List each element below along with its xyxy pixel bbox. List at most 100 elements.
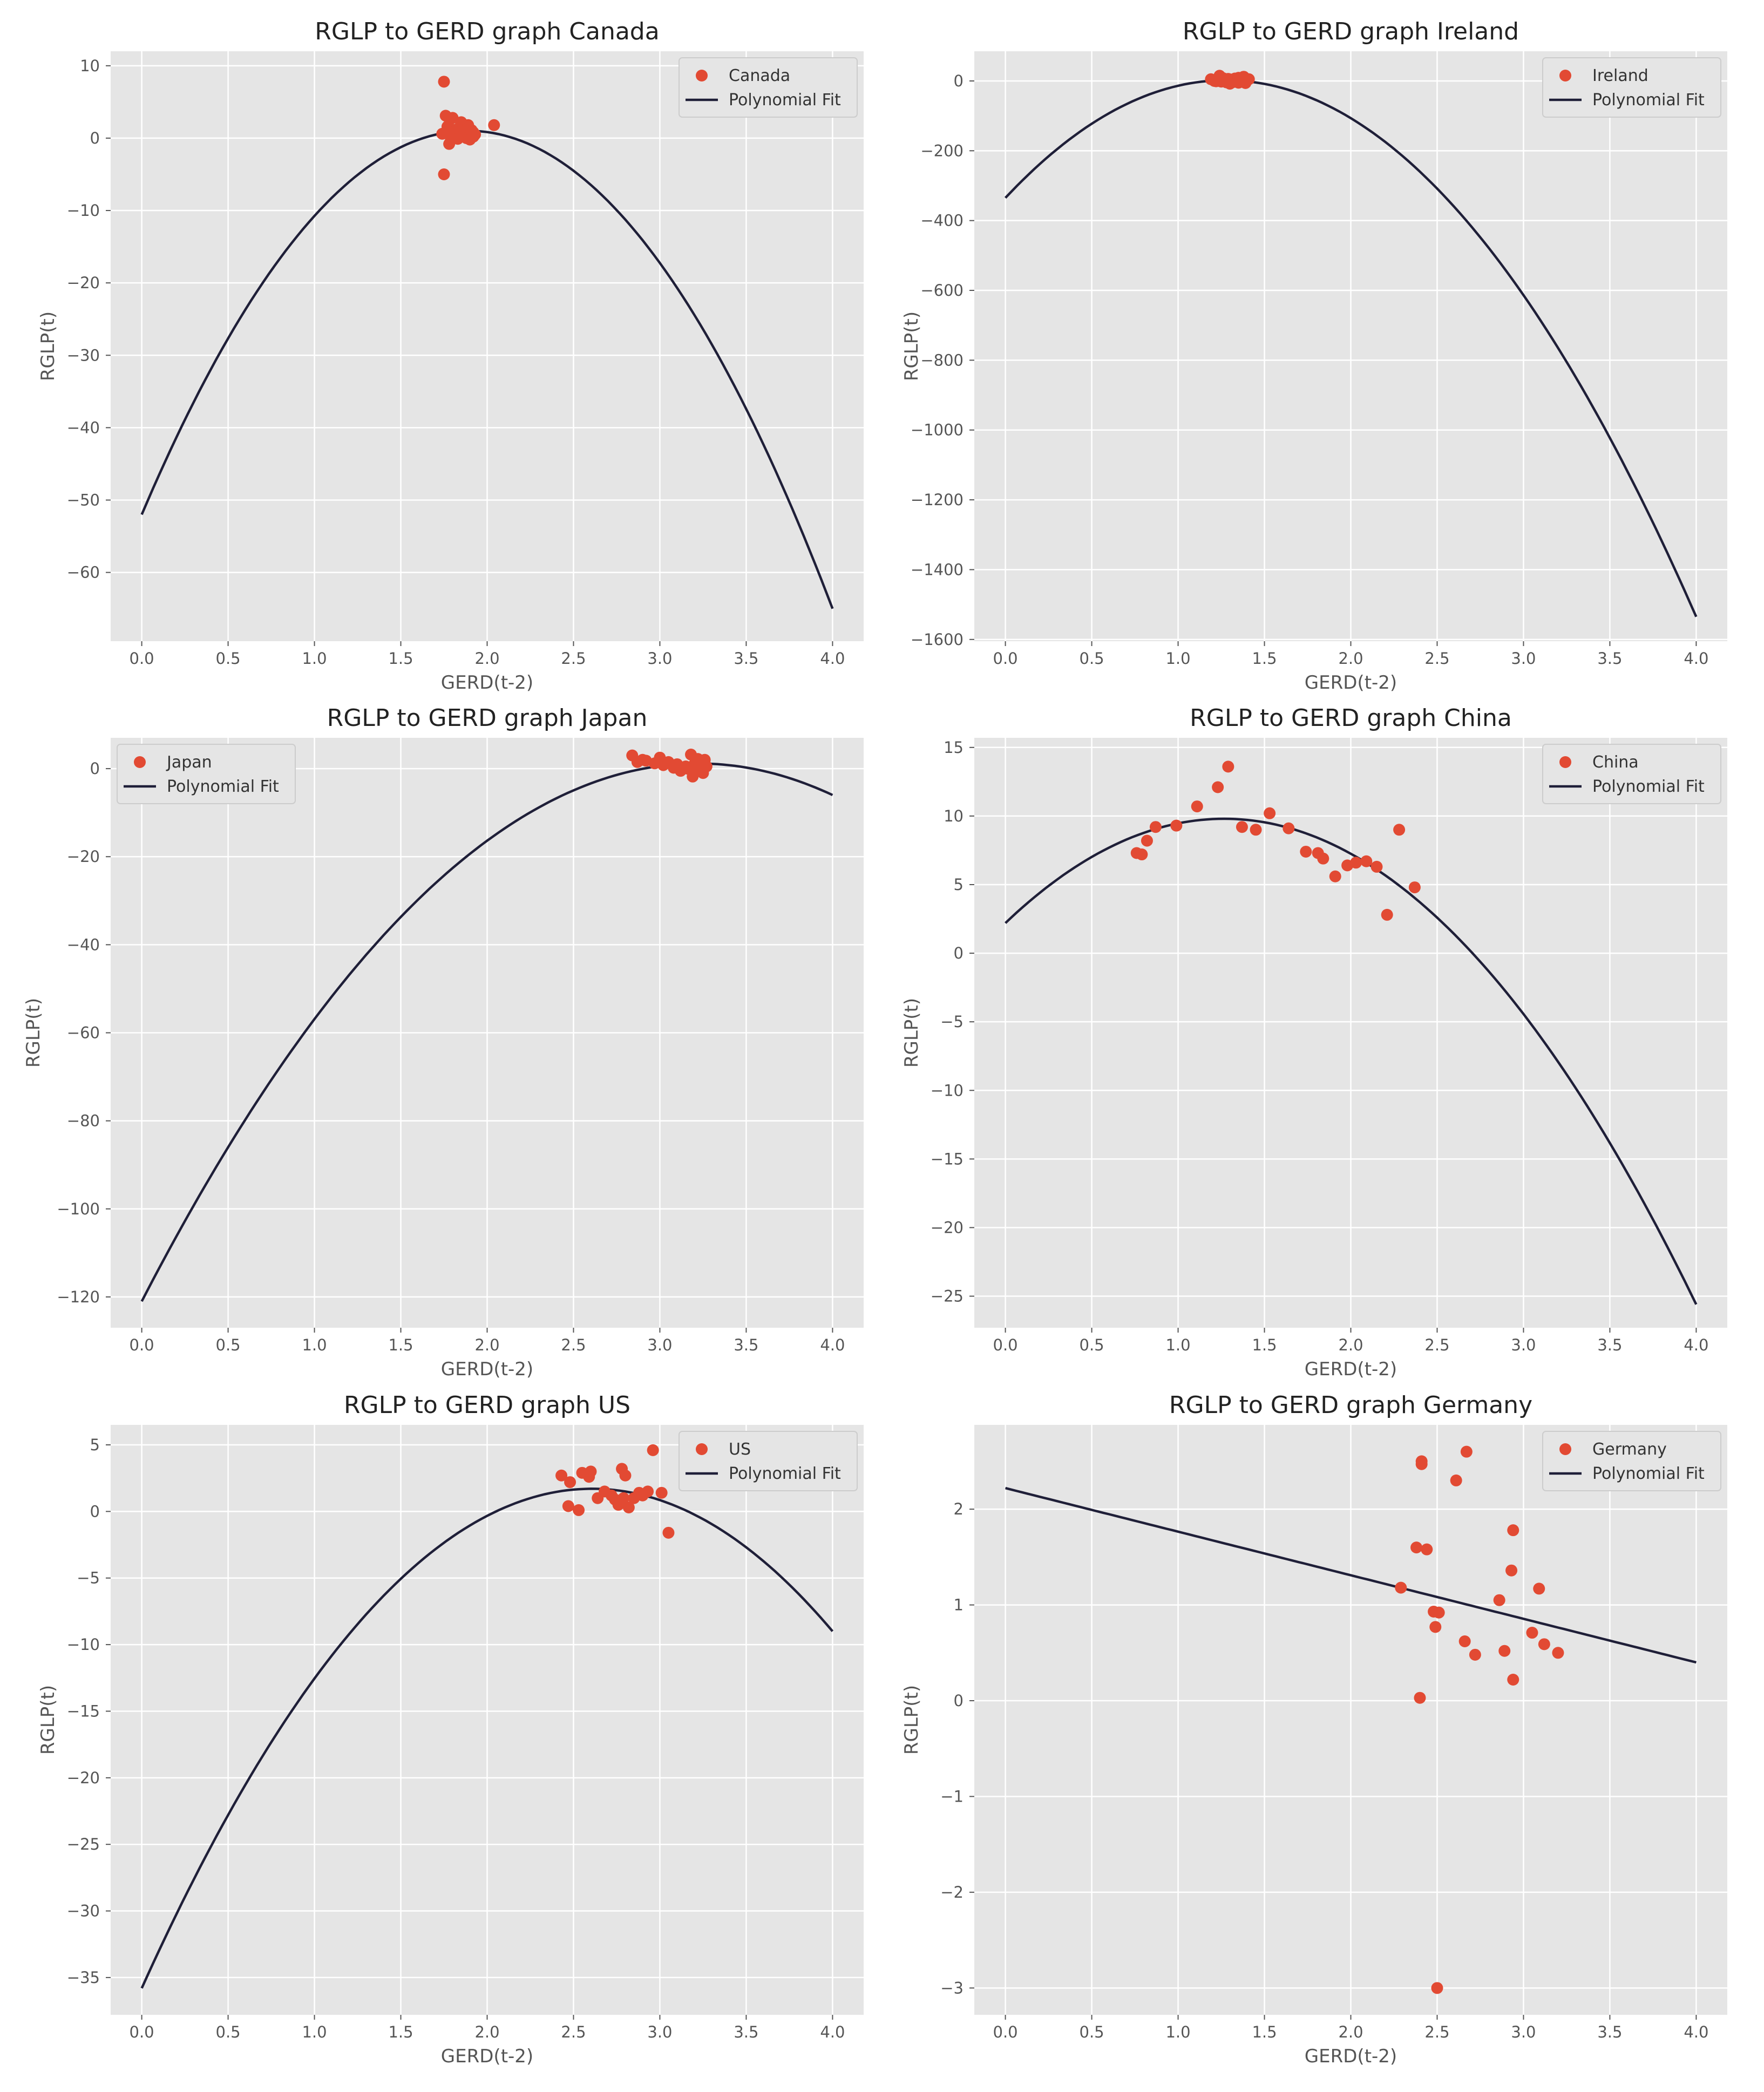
data-point (642, 1485, 654, 1498)
y-tick-label: −20 (67, 847, 100, 866)
y-tick-label: −20 (67, 274, 100, 292)
y-tick-label: −35 (67, 1968, 100, 1987)
data-point (438, 76, 450, 88)
y-axis-label: RGLP(t) (37, 1685, 59, 1755)
legend-label-scatter: US (729, 1440, 751, 1459)
legend-marker-scatter (1559, 70, 1571, 81)
y-tick-label: −15 (931, 1150, 964, 1168)
data-point (1429, 1621, 1442, 1633)
chart-title: RGLP to GERD graph US (344, 1391, 630, 1419)
data-point (1393, 824, 1406, 836)
x-tick-label: 2.5 (561, 649, 586, 668)
data-point (555, 1469, 568, 1482)
y-tick-label: 0 (954, 944, 964, 962)
y-tick-label: −60 (67, 1024, 100, 1042)
data-point (1526, 1627, 1538, 1639)
x-tick-label: 4.0 (1684, 2023, 1708, 2041)
data-point (436, 127, 449, 140)
y-tick-label: −15 (67, 1702, 100, 1720)
legend-marker-scatter (1559, 756, 1571, 768)
data-point (1507, 1673, 1519, 1686)
y-tick-label: −25 (67, 1835, 100, 1853)
x-tick-label: 0.5 (1080, 2023, 1104, 2041)
x-tick-label: 3.0 (647, 2023, 672, 2041)
x-tick-label: 4.0 (820, 2023, 845, 2041)
data-point (1458, 1635, 1471, 1648)
y-tick-label: 1 (954, 1596, 964, 1614)
y-tick-label: −10 (67, 201, 100, 220)
data-point (614, 1495, 626, 1507)
y-tick-label: −100 (57, 1200, 100, 1218)
legend: US Polynomial Fit (679, 1431, 858, 1491)
x-tick-label: 3.5 (734, 2023, 758, 2041)
y-tick-label: −30 (67, 1902, 100, 1920)
data-point (1236, 821, 1248, 833)
data-point (1552, 1647, 1564, 1659)
data-point (1283, 822, 1295, 834)
data-point (1498, 1645, 1511, 1657)
x-tick-label: 1.5 (388, 649, 413, 668)
chart-title: RGLP to GERD graph Ireland (1183, 18, 1519, 45)
x-axis-label: GERD(t-2) (441, 2046, 533, 2067)
legend-marker-scatter (1559, 1443, 1571, 1455)
data-point (1170, 819, 1183, 832)
x-tick-label: 2.5 (561, 2023, 586, 2041)
data-point (1414, 1692, 1426, 1704)
x-tick-label: 2.5 (561, 1336, 586, 1354)
data-point (438, 168, 450, 180)
x-tick-label: 4.0 (820, 649, 845, 668)
legend: Ireland Polynomial Fit (1542, 57, 1721, 118)
data-point (1421, 1543, 1433, 1556)
x-tick-label: 1.0 (302, 649, 327, 668)
y-tick-label: −600 (920, 281, 964, 300)
x-tick-label: 1.0 (302, 2023, 327, 2041)
x-tick-label: 0.0 (993, 2023, 1018, 2041)
data-point (1210, 75, 1222, 87)
y-tick-label: −800 (920, 351, 964, 369)
chart-title: RGLP to GERD graph Japan (327, 704, 648, 732)
legend-label-scatter: Japan (166, 753, 212, 772)
data-point (1317, 852, 1329, 865)
x-tick-label: 4.0 (1684, 1336, 1708, 1354)
chart-title: RGLP to GERD graph China (1190, 704, 1512, 732)
x-tick-label: 1.0 (1165, 1336, 1190, 1354)
legend-label-line: Polynomial Fit (729, 91, 841, 110)
x-tick-label: 0.0 (130, 649, 154, 668)
x-tick-label: 3.5 (1597, 2023, 1622, 2041)
data-point (1212, 781, 1224, 793)
y-tick-label: −25 (931, 1287, 964, 1306)
data-point (1264, 807, 1276, 819)
legend-box (1542, 744, 1721, 804)
x-tick-label: 1.5 (1252, 1336, 1277, 1354)
data-point (462, 119, 474, 131)
chart-title: RGLP to GERD graph Canada (315, 18, 659, 45)
data-point (1250, 824, 1262, 836)
fit-line (140, 1488, 834, 1989)
data-point (655, 1486, 668, 1499)
y-tick-label: 0 (954, 1692, 964, 1710)
fit-line (1005, 817, 1698, 1305)
legend: China Polynomial Fit (1542, 744, 1721, 804)
chart-panel-1: 0.0 0.5 1.0 1.5 2.0 2.5 3.0 3.5 4.0 0 −200 −400 −600… (901, 18, 1727, 694)
data-point (1469, 1648, 1481, 1661)
x-tick-label: 1.5 (388, 1336, 413, 1354)
x-tick-label: 2.5 (1424, 2023, 1449, 2041)
legend-label-line: Polynomial Fit (729, 1464, 841, 1483)
legend-box (1542, 57, 1721, 118)
legend-label-line: Polynomial Fit (1592, 777, 1705, 796)
y-tick-label: −2 (940, 1883, 964, 1901)
y-tick-label: 0 (90, 1502, 100, 1520)
data-point (1410, 1541, 1423, 1554)
y-tick-label: −1400 (911, 560, 964, 579)
y-tick-label: −200 (920, 141, 964, 160)
y-axis-label: RGLP(t) (23, 998, 44, 1068)
legend-marker-scatter (696, 1443, 708, 1455)
x-tick-label: 1.0 (1165, 2023, 1190, 2041)
y-tick-label: −40 (67, 935, 100, 954)
y-tick-label: −1600 (911, 630, 964, 649)
y-tick-label: 5 (90, 1436, 100, 1454)
x-tick-label: 3.0 (1511, 1336, 1536, 1354)
data-point (1222, 760, 1234, 773)
y-tick-label: 10 (80, 57, 100, 75)
